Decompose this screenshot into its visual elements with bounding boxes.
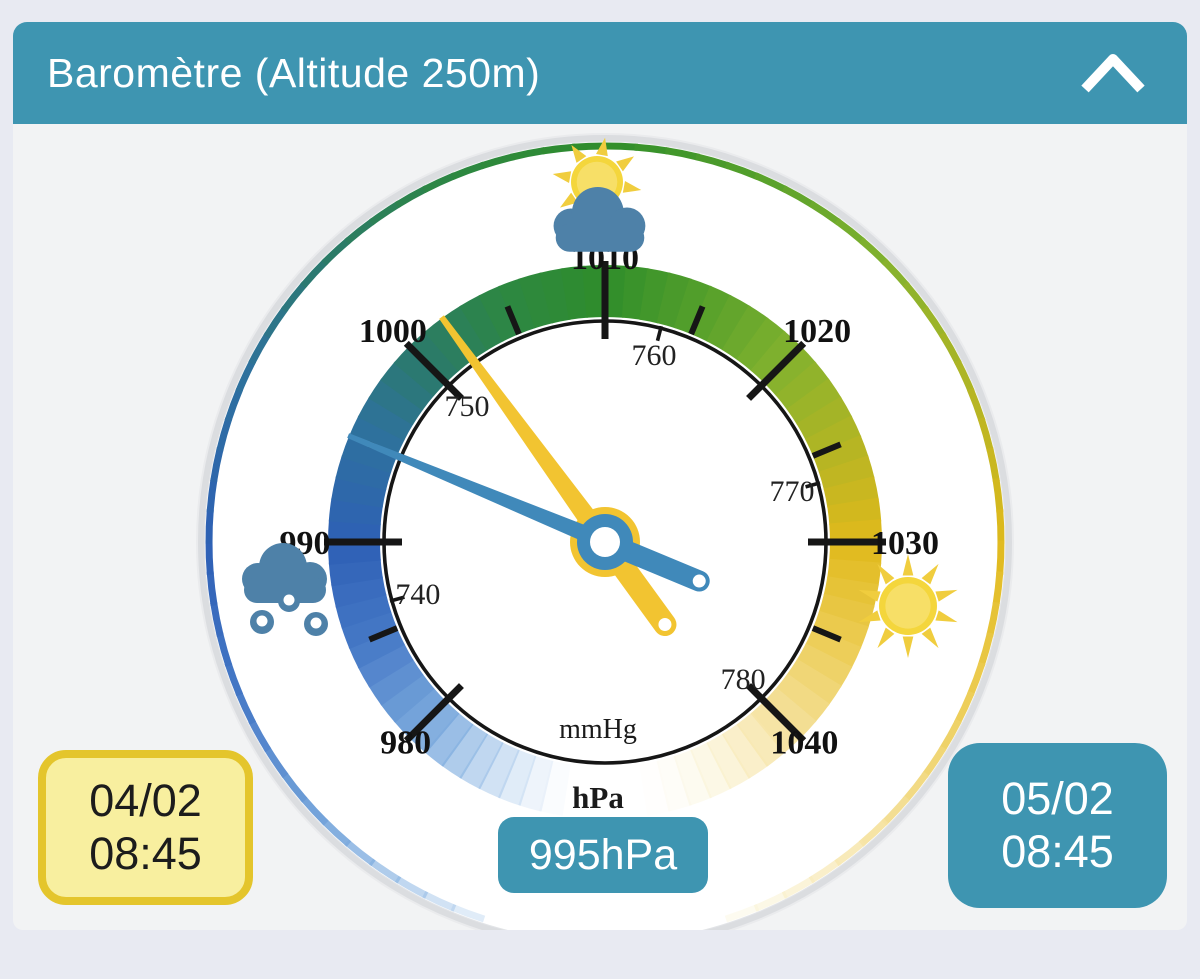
rain-cloud-icon [242,543,328,636]
hpa-label-1020: 1020 [783,313,851,350]
hpa-unit-label: hPa [572,780,624,815]
current-time: 08:45 [1001,825,1114,877]
current-pressure-badge: 995hPa [498,817,708,893]
current-date: 05/02 [1001,773,1114,825]
barometer-panel: 980 990 1000 1010 1020 1030 1040 740 750 760 770 78… [13,124,1187,930]
sun-icon [858,554,958,658]
mmhg-scale-labels: 740 750 760 770 780 [395,339,814,696]
previous-time: 08:45 [89,827,202,879]
previous-day-needle [439,315,677,637]
sun-behind-cloud-icon [552,137,646,252]
hpa-label-1040: 1040 [770,724,838,761]
collapse-button[interactable] [1073,43,1153,103]
mmhg-label-750: 750 [444,390,489,423]
hpa-label-1000: 1000 [359,313,427,350]
chevron-up-icon [1081,54,1145,93]
current-needle [347,433,710,592]
previous-reading-datebox[interactable]: 04/02 08:45 [38,750,253,905]
hpa-label-980: 980 [380,724,431,761]
mmhg-unit-label: mmHg [559,714,637,745]
mmhg-label-770: 770 [770,475,815,508]
barometer-header: Baromètre (Altitude 250m) [13,22,1187,124]
previous-date: 04/02 [89,775,202,827]
mmhg-label-760: 760 [631,339,676,372]
needle-hub [577,514,633,570]
page-title: Baromètre (Altitude 250m) [47,49,541,96]
current-pressure-value: 995hPa [528,830,678,879]
mmhg-label-780: 780 [721,663,766,696]
current-reading-datebox[interactable]: 05/02 08:45 [948,743,1167,908]
barometer-gauge: 9809901000101010201030104074075076077078… [196,133,1014,930]
mmhg-label-740: 740 [395,578,440,611]
hpa-label-1030: 1030 [871,525,939,562]
